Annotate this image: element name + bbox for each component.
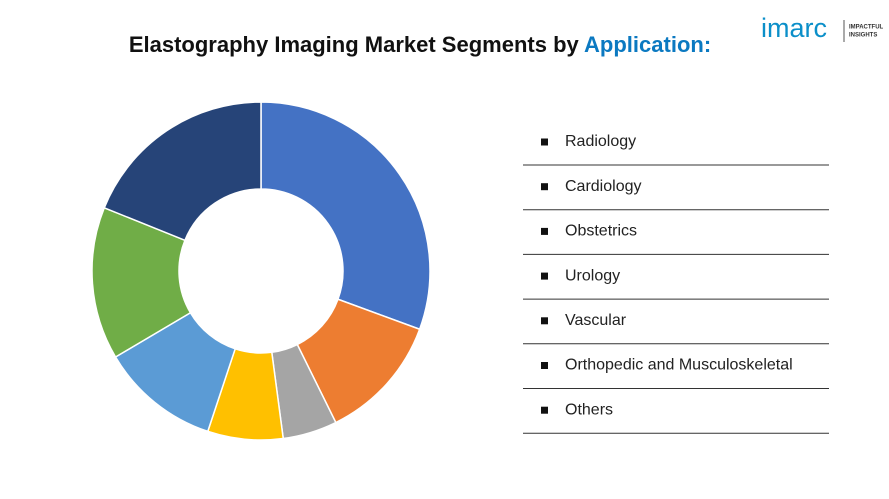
pie-segment <box>260 101 431 331</box>
legend-label: Radiology <box>565 133 636 150</box>
logo-tagline: INSIGHTS <box>849 33 877 39</box>
legend-label: Orthopedic and Musculoskeletal <box>565 357 793 374</box>
chart-title: Elastography Imaging Market Segments by … <box>129 32 711 57</box>
title-highlight: Application: <box>584 32 711 57</box>
legend-label: Cardiology <box>565 178 641 195</box>
logo-tagline: IMPACTFUL <box>849 25 884 31</box>
legend-bullet <box>541 138 548 146</box>
pie-segment <box>91 206 192 359</box>
legend-label: Obstetrics <box>565 223 637 240</box>
legend-bullet <box>541 183 548 191</box>
title-main: Elastography Imaging Market Segments by <box>129 32 580 57</box>
legend-bullet <box>541 317 548 325</box>
legend-bullet <box>541 406 548 414</box>
legend-label: Urology <box>565 267 620 284</box>
pie-segment <box>103 101 262 242</box>
legend-label: Others <box>565 401 613 418</box>
legend-bullet <box>541 272 548 280</box>
logo-name: imarc <box>761 13 827 43</box>
legend-bullet <box>541 362 548 369</box>
legend-bullet <box>541 227 548 235</box>
legend-label: Vascular <box>565 312 627 329</box>
